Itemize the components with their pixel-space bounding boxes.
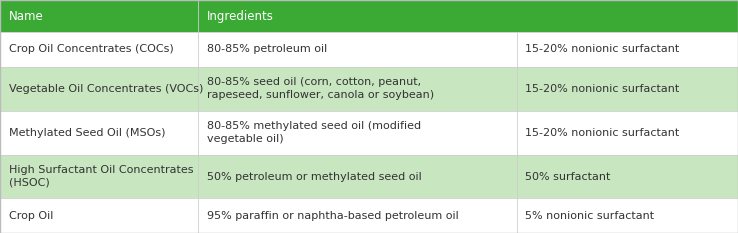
Text: 50% surfactant: 50% surfactant bbox=[525, 171, 611, 182]
Text: Ingredients: Ingredients bbox=[207, 10, 274, 23]
Text: Crop Oil: Crop Oil bbox=[9, 211, 53, 221]
Bar bbox=[0, 0, 198, 32]
Bar bbox=[198, 67, 517, 111]
Text: 80-85% petroleum oil: 80-85% petroleum oil bbox=[207, 45, 327, 55]
Text: Name: Name bbox=[9, 10, 44, 23]
Text: 15-20% nonionic surfactant: 15-20% nonionic surfactant bbox=[525, 84, 680, 94]
Bar bbox=[517, 154, 738, 199]
Bar bbox=[198, 0, 738, 32]
Bar bbox=[517, 111, 738, 154]
Bar bbox=[198, 199, 517, 233]
Bar bbox=[0, 67, 198, 111]
Bar bbox=[198, 154, 517, 199]
Bar bbox=[198, 111, 517, 154]
Text: 15-20% nonionic surfactant: 15-20% nonionic surfactant bbox=[525, 45, 680, 55]
Bar bbox=[517, 32, 738, 67]
Text: 80-85% seed oil (corn, cotton, peanut,
rapeseed, sunflower, canola or soybean): 80-85% seed oil (corn, cotton, peanut, r… bbox=[207, 77, 434, 100]
Bar bbox=[0, 32, 198, 67]
Bar bbox=[0, 154, 198, 199]
Text: Methylated Seed Oil (MSOs): Methylated Seed Oil (MSOs) bbox=[9, 128, 165, 138]
Text: 80-85% methylated seed oil (modified
vegetable oil): 80-85% methylated seed oil (modified veg… bbox=[207, 121, 421, 144]
Text: Vegetable Oil Concentrates (VOCs): Vegetable Oil Concentrates (VOCs) bbox=[9, 84, 203, 94]
Text: High Surfactant Oil Concentrates
(HSOC): High Surfactant Oil Concentrates (HSOC) bbox=[9, 165, 193, 188]
Bar bbox=[0, 111, 198, 154]
Text: 50% petroleum or methylated seed oil: 50% petroleum or methylated seed oil bbox=[207, 171, 421, 182]
Bar bbox=[0, 199, 198, 233]
Text: Crop Oil Concentrates (COCs): Crop Oil Concentrates (COCs) bbox=[9, 45, 173, 55]
Text: 5% nonionic surfactant: 5% nonionic surfactant bbox=[525, 211, 655, 221]
Bar bbox=[198, 32, 517, 67]
Text: 15-20% nonionic surfactant: 15-20% nonionic surfactant bbox=[525, 128, 680, 138]
Text: 95% paraffin or naphtha-based petroleum oil: 95% paraffin or naphtha-based petroleum … bbox=[207, 211, 458, 221]
Bar bbox=[517, 67, 738, 111]
Bar bbox=[517, 199, 738, 233]
